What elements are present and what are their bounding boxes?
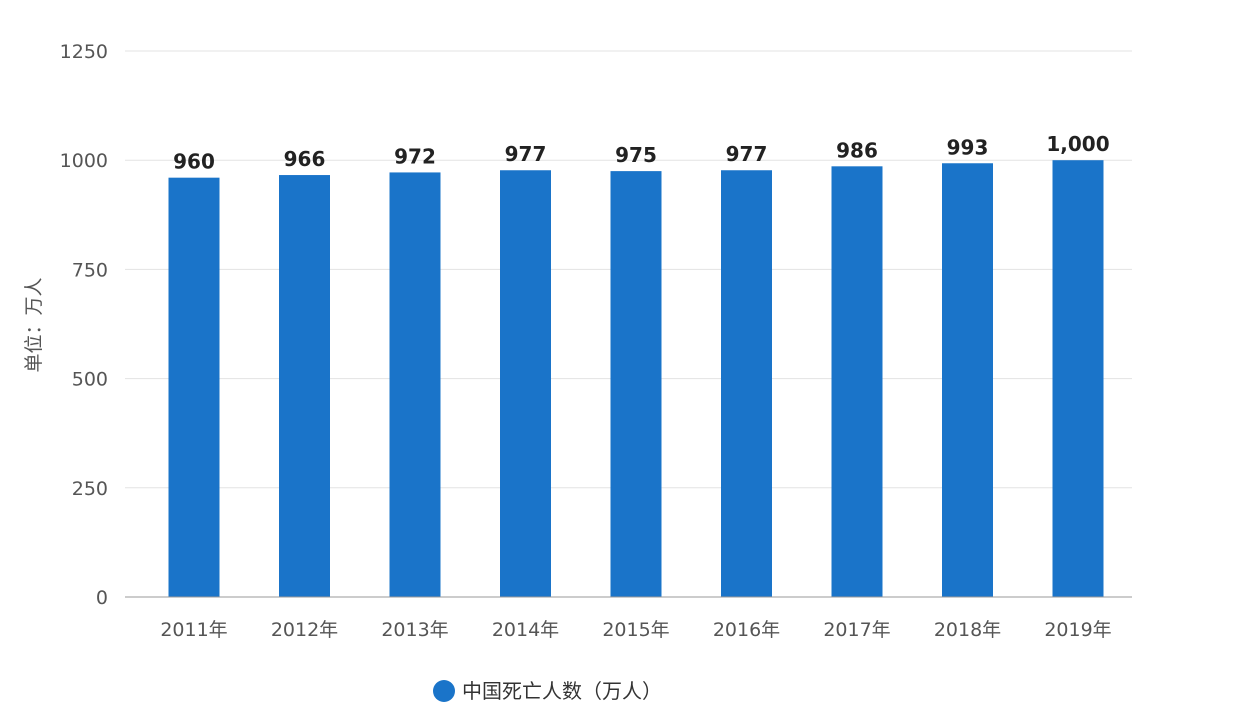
x-tick-label: 2011年 <box>160 619 227 641</box>
bar <box>1052 160 1104 597</box>
legend: 中国死亡人数（万人） <box>433 679 662 703</box>
y-axis-label: 单位：万人 <box>23 277 45 372</box>
x-tick-label: 2017年 <box>823 619 890 641</box>
bar <box>610 171 662 597</box>
x-axis-ticks: 2011年 2012年 2013年 2014年 2015年 2016年 2017年 2018年… <box>160 619 1111 641</box>
bar <box>389 172 441 597</box>
data-label: 960 <box>173 150 215 174</box>
data-label: 1,000 <box>1046 132 1109 156</box>
bar <box>942 163 993 597</box>
y-tick-label: 0 <box>96 587 108 609</box>
data-label: 972 <box>394 144 436 168</box>
bar <box>279 175 330 597</box>
data-label: 966 <box>284 147 326 171</box>
x-tick-label: 2016年 <box>713 619 780 641</box>
data-label: 986 <box>836 138 878 162</box>
y-tick-label: 250 <box>72 478 108 500</box>
x-tick-label: 2012年 <box>271 619 338 641</box>
bar <box>831 166 883 598</box>
legend-marker-icon <box>433 680 455 702</box>
x-tick-label: 2014年 <box>492 619 559 641</box>
bars <box>168 160 1104 598</box>
legend-label: 中国死亡人数（万人） <box>462 679 662 703</box>
bar <box>168 177 220 597</box>
x-tick-label: 2019年 <box>1044 619 1111 641</box>
y-tick-label: 750 <box>72 259 108 281</box>
data-label: 977 <box>505 142 547 166</box>
data-label: 977 <box>726 142 768 166</box>
x-tick-label: 2015年 <box>602 619 669 641</box>
x-tick-label: 2013年 <box>381 619 448 641</box>
y-axis-ticks: 0 250 500 750 1000 1250 <box>60 41 108 609</box>
data-label: 993 <box>947 135 989 159</box>
x-tick-label: 2018年 <box>934 619 1001 641</box>
y-tick-label: 1000 <box>60 150 108 172</box>
data-label: 975 <box>615 143 657 167</box>
y-tick-label: 500 <box>72 369 108 391</box>
data-labels: 960 966 972 977 975 977 986 993 1,000 <box>173 132 1110 173</box>
bar <box>721 170 772 597</box>
y-tick-label: 1250 <box>60 41 108 63</box>
bar <box>500 170 551 597</box>
